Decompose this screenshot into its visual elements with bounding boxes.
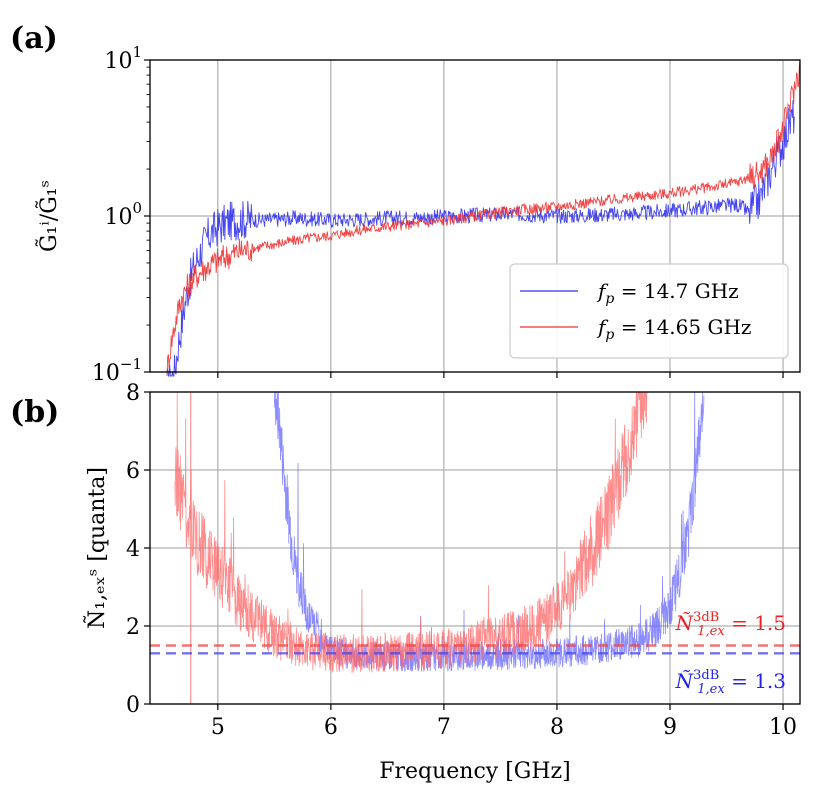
panel-b-ytick-label-4: 4 — [126, 537, 140, 562]
x-tick-label-9: 9 — [663, 715, 677, 740]
legend-entry-red: fp = 14.65 GHz — [596, 315, 751, 343]
annotation-blue-threshold: Ñ3dB 1,ex = 1.3 — [675, 668, 786, 697]
panel-b-ytick-label-8: 8 — [126, 381, 140, 406]
legend-box — [509, 263, 789, 359]
panel-a: 101 100 10−1 (a) G̃₁ⁱ/G̃₁ˢ fp = 14.7 GHz f… — [10, 21, 801, 386]
x-axis-label: Frequency [GHz] — [379, 759, 571, 784]
panel-a-ytick-label-1: 100 — [104, 199, 142, 230]
panel-b-ticks: 5 6 7 8 9 10 0 2 4 6 8 — [126, 381, 797, 740]
panel-a-ylabel: G̃₁ⁱ/G̃₁ˢ — [36, 180, 62, 252]
annotation-red-threshold: Ñ3dB 1,ex = 1.5 — [675, 610, 786, 639]
x-tick-label-5: 5 — [211, 715, 225, 740]
legend: fp = 14.7 GHz fp = 14.65 GHz — [509, 263, 789, 359]
panel-b-ytick-label-6: 6 — [126, 459, 140, 484]
panel-a-series-line-1 — [166, 59, 801, 377]
panel-a-series — [166, 59, 801, 377]
x-tick-label-8: 8 — [550, 715, 564, 740]
panel-b-series — [174, 391, 705, 704]
x-tick-label-7: 7 — [437, 715, 451, 740]
panel-a-ticks: 101 100 10−1 — [92, 43, 784, 386]
panel-b: 5 6 7 8 9 10 0 2 4 6 8 (b) Ñ₁,ₑₓˢ [quanta] Frequen… — [10, 381, 801, 784]
x-tick-label-6: 6 — [324, 715, 338, 740]
panel-a-ytick-label-2: 10−1 — [92, 355, 142, 386]
panel-b-series-line-1 — [174, 391, 648, 674]
panel-b-ytick-label-2: 2 — [126, 615, 140, 640]
panel-b-label: (b) — [10, 395, 59, 430]
panel-b-ytick-label-0: 0 — [126, 693, 140, 718]
panel-b-series-line-0 — [273, 391, 705, 672]
panel-a-label: (a) — [10, 21, 58, 56]
x-tick-label-10: 10 — [769, 715, 797, 740]
panel-a-ytick-label-0: 101 — [104, 43, 142, 74]
legend-entry-blue: fp = 14.7 GHz — [596, 279, 739, 307]
panel-b-threshold-lines — [150, 644, 800, 655]
panel-a-series-line-0 — [166, 100, 795, 377]
panel-b-ylabel: Ñ₁,ₑₓˢ [quanta] — [82, 467, 110, 629]
